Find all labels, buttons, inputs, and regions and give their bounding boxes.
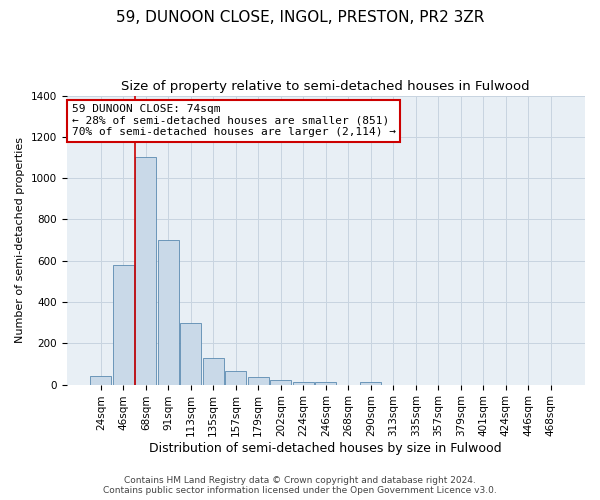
X-axis label: Distribution of semi-detached houses by size in Fulwood: Distribution of semi-detached houses by …	[149, 442, 502, 455]
Bar	[90, 376, 112, 384]
Bar	[203, 358, 224, 384]
Title: Size of property relative to semi-detached houses in Fulwood: Size of property relative to semi-detach…	[121, 80, 530, 93]
Text: 59, DUNOON CLOSE, INGOL, PRESTON, PR2 3ZR: 59, DUNOON CLOSE, INGOL, PRESTON, PR2 3Z…	[116, 10, 484, 25]
Text: Contains HM Land Registry data © Crown copyright and database right 2024.
Contai: Contains HM Land Registry data © Crown c…	[103, 476, 497, 495]
Bar	[315, 382, 337, 384]
Bar	[270, 380, 292, 384]
Y-axis label: Number of semi-detached properties: Number of semi-detached properties	[15, 137, 25, 343]
Bar	[248, 378, 269, 384]
Bar	[360, 382, 382, 384]
Text: 59 DUNOON CLOSE: 74sqm
← 28% of semi-detached houses are smaller (851)
70% of se: 59 DUNOON CLOSE: 74sqm ← 28% of semi-det…	[72, 104, 396, 138]
Bar	[113, 265, 134, 384]
Bar	[225, 371, 247, 384]
Bar	[293, 382, 314, 384]
Bar	[135, 158, 157, 384]
Bar	[180, 322, 202, 384]
Bar	[158, 240, 179, 384]
